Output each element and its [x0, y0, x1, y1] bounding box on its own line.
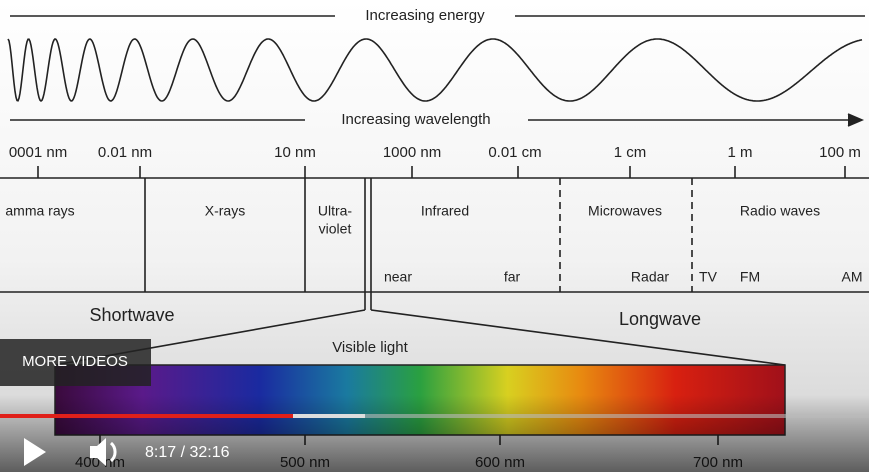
scale-label: 1 cm — [614, 144, 647, 161]
speaker-icon[interactable] — [90, 438, 106, 466]
progress-buffered — [293, 414, 365, 418]
sub-label: far — [504, 269, 521, 285]
shortwave-label: Shortwave — [89, 305, 174, 325]
region-label: Ultra- — [318, 203, 353, 219]
scale-label: 0.01 cm — [488, 144, 541, 161]
scale-label: 1 m — [727, 144, 752, 161]
time-display: 8:17 / 32:16 — [145, 444, 230, 461]
wave — [7, 38, 863, 103]
scale-label: 10 nm — [274, 144, 316, 161]
region-label: Infrared — [421, 203, 469, 219]
controls-shade — [0, 395, 869, 472]
region-label: amma rays — [5, 203, 74, 219]
volume-button[interactable] — [90, 438, 117, 466]
wavelength-label: Increasing wavelength — [341, 111, 490, 128]
volume-wave[interactable] — [109, 441, 117, 463]
sub-label: TV — [699, 269, 718, 285]
region-label: Radio waves — [740, 203, 820, 219]
scale-label: 0.01 nm — [98, 144, 152, 161]
arrow-head — [847, 113, 865, 127]
region-label: violet — [319, 221, 352, 237]
progress-track[interactable] — [0, 414, 869, 418]
region-label: X-rays — [205, 203, 245, 219]
scale-label: 1000 nm — [383, 144, 441, 161]
more-videos-label[interactable]: MORE VIDEOS — [22, 353, 128, 370]
scale-label: 100 m — [819, 144, 861, 161]
sub-label: FM — [740, 269, 760, 285]
visible-label: Visible light — [332, 339, 408, 356]
sub-label: Radar — [631, 269, 669, 285]
sub-label: near — [384, 269, 412, 285]
sub-label: AM — [842, 269, 863, 285]
longwave-label: Longwave — [619, 309, 701, 329]
more-videos-button[interactable] — [0, 339, 151, 386]
energy-label: Increasing energy — [365, 7, 485, 24]
region-label: Microwaves — [588, 203, 662, 219]
zoom-line — [370, 309, 786, 366]
progress-played[interactable] — [0, 414, 293, 418]
play-button[interactable] — [24, 438, 46, 466]
scale-label: 0001 nm — [9, 144, 67, 161]
